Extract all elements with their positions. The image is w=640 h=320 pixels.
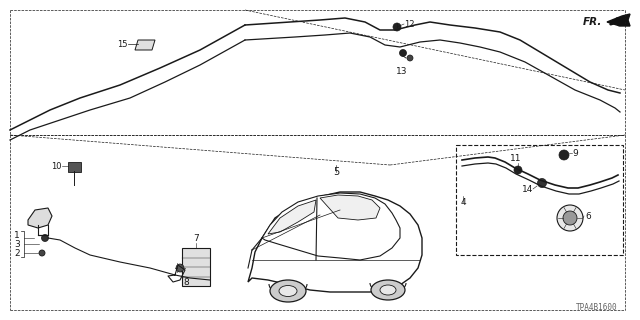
Text: 5: 5 [333, 167, 339, 177]
Circle shape [559, 150, 569, 160]
Text: 11: 11 [510, 154, 522, 163]
Circle shape [538, 179, 547, 188]
Circle shape [557, 205, 583, 231]
Polygon shape [320, 195, 380, 220]
Circle shape [399, 50, 406, 57]
Text: 3: 3 [14, 239, 20, 249]
Text: 8: 8 [183, 278, 189, 287]
Circle shape [514, 166, 522, 174]
Circle shape [407, 55, 413, 61]
Ellipse shape [380, 285, 396, 295]
Text: 9: 9 [572, 148, 578, 157]
Text: TPA4B1600: TPA4B1600 [577, 303, 618, 312]
Text: 14: 14 [522, 185, 533, 194]
Bar [182, 248, 210, 286]
Circle shape [393, 23, 401, 31]
Text: FR.: FR. [582, 17, 602, 27]
Polygon shape [268, 200, 316, 234]
Text: 10: 10 [51, 162, 62, 171]
FancyBboxPatch shape [67, 162, 81, 172]
Polygon shape [248, 192, 422, 292]
Text: 4: 4 [460, 197, 466, 206]
Circle shape [39, 250, 45, 256]
Polygon shape [607, 14, 630, 26]
Ellipse shape [270, 280, 306, 302]
Polygon shape [135, 40, 155, 50]
Text: 1: 1 [14, 230, 20, 239]
Circle shape [176, 264, 184, 272]
Text: 12: 12 [404, 20, 415, 28]
Text: 2: 2 [14, 249, 20, 258]
Text: 13: 13 [396, 67, 408, 76]
Text: 15: 15 [118, 39, 128, 49]
Ellipse shape [279, 285, 297, 297]
Polygon shape [28, 208, 52, 228]
Circle shape [42, 235, 49, 242]
Text: 7: 7 [193, 234, 199, 243]
Polygon shape [262, 193, 400, 260]
Text: 6: 6 [585, 212, 591, 220]
Ellipse shape [371, 280, 405, 300]
Circle shape [563, 211, 577, 225]
Bar [456, 145, 623, 255]
